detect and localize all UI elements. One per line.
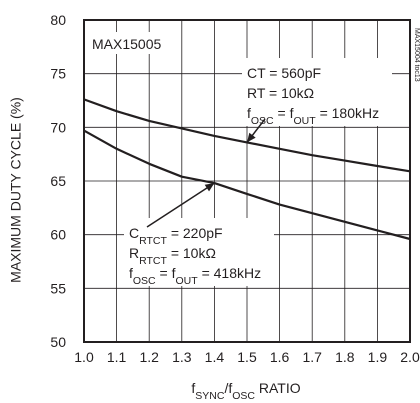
annotation-arrow <box>146 182 215 228</box>
arrowhead <box>204 183 215 192</box>
x-tick-label: 1.1 <box>107 349 127 365</box>
annotation-line: RRTCT = 10kΩ <box>129 245 216 267</box>
y-tick-labels: 50 55 60 65 70 75 80 <box>50 12 66 350</box>
y-axis-title: MAXIMUM DUTY CYCLE (%) <box>8 97 24 283</box>
y-tick-label: 80 <box>50 12 66 28</box>
watermark: MAX15004 toc13 <box>413 28 420 82</box>
annotation-line: fOSC = fOUT = 418kHz <box>129 265 261 287</box>
x-tick-label: 1.2 <box>139 349 159 365</box>
annotation-background <box>124 218 274 286</box>
x-tick-label: 1.3 <box>172 349 192 365</box>
annotation-line: RT = 10kΩ <box>247 85 314 101</box>
y-tick-label: 50 <box>50 334 66 350</box>
series-line-1 <box>83 98 411 173</box>
arrowhead <box>247 132 256 143</box>
annotation-1: CT = 560pF RT = 10kΩ fOSC = fOUT = 180kHz <box>242 58 392 143</box>
device-label-box <box>88 32 180 54</box>
y-tick-label: 65 <box>50 173 66 189</box>
y-tick-label: 70 <box>50 119 66 135</box>
annotation-line: CT = 560pF <box>247 65 321 81</box>
x-tick-label: 1.4 <box>205 349 225 365</box>
plot-frame <box>83 19 411 343</box>
y-tick-label: 60 <box>50 227 66 243</box>
annotation-line: fOSC = fOUT = 180kHz <box>247 105 379 127</box>
x-tick-labels: 1.0 1.1 1.2 1.3 1.4 1.5 1.6 1.7 1.8 1.9 2.0 <box>74 349 420 365</box>
device-label: MAX15005 <box>92 36 161 52</box>
annotation-line: CRTCT = 220pF <box>129 225 223 247</box>
x-axis-title: fSYNC/fOSC RATIO <box>191 380 300 402</box>
x-tick-label: 2.0 <box>400 349 420 365</box>
series-lines <box>83 98 411 241</box>
x-tick-label: 1.5 <box>237 349 257 365</box>
x-tick-label: 1.8 <box>335 349 355 365</box>
series-line-2 <box>83 129 411 241</box>
annotation-background <box>242 58 392 126</box>
x-tick-label: 1.0 <box>74 349 94 365</box>
x-tick-label: 1.7 <box>302 349 322 365</box>
x-tick-label: 1.6 <box>270 349 290 365</box>
y-tick-label: 55 <box>50 280 66 296</box>
x-tick-label: 1.9 <box>368 349 388 365</box>
y-tick-label: 75 <box>50 66 66 82</box>
